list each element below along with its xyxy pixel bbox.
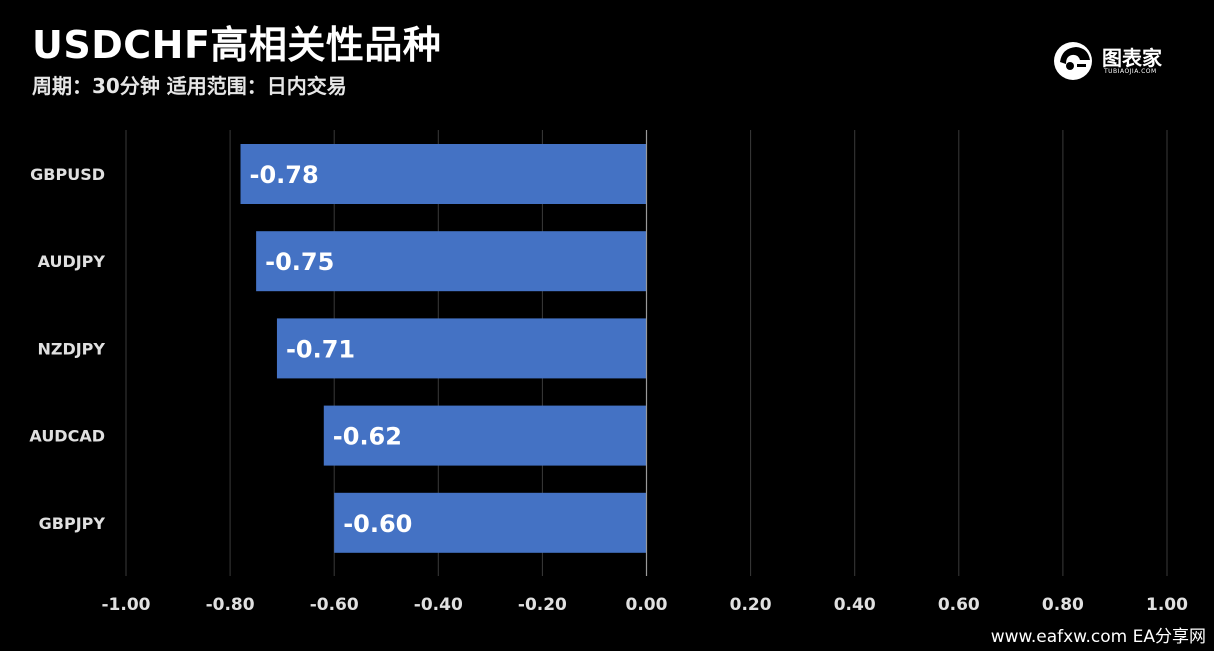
- robot-head-icon: [1054, 42, 1092, 80]
- brand-logo: 图表家 TUBIAOJIA.COM: [1050, 38, 1180, 84]
- category-label: AUDJPY: [38, 252, 106, 271]
- data-label: -0.78: [250, 161, 319, 189]
- x-tick-label: -1.00: [102, 595, 151, 615]
- axes: -1.00 -0.80 -0.60 -0.40 -0.20 0.00 0.20 0.40 0.6…: [29, 130, 1188, 615]
- data-label: -0.75: [265, 248, 334, 276]
- chart-title: USDCHF高相关性品种: [32, 23, 442, 67]
- category-label: AUDCAD: [29, 427, 105, 446]
- x-tick-label: -0.40: [414, 595, 463, 615]
- x-tick-label: 1.00: [1146, 595, 1188, 615]
- watermark: www.eafxw.com EA分享网: [990, 627, 1206, 647]
- chart-subtitle: 周期：30分钟 适用范围：日内交易: [32, 74, 347, 98]
- x-tick-label: 0.40: [834, 595, 876, 615]
- data-label: -0.71: [286, 335, 355, 363]
- x-tick-label: 0.60: [938, 595, 980, 615]
- category-label: GBPJPY: [39, 514, 106, 533]
- x-tick-label: -0.20: [518, 595, 567, 615]
- bar-gbpjpy: [334, 492, 647, 553]
- bar-nzdjpy: [276, 318, 647, 379]
- bar-gbpusd: [240, 144, 647, 204]
- x-tick-label: 0.80: [1042, 595, 1084, 615]
- bar-audcad: [323, 405, 647, 466]
- bars: -0.78 -0.75 -0.71 -0.62 -0.60: [240, 144, 647, 553]
- x-tick-label: -0.80: [206, 595, 255, 615]
- category-label: NZDJPY: [37, 339, 105, 358]
- bar-audjpy: [256, 231, 647, 292]
- x-tick-label: -0.60: [310, 595, 359, 615]
- x-tick-label: 0.00: [626, 595, 668, 615]
- logo-name: 图表家: [1102, 46, 1162, 70]
- data-label: -0.60: [343, 510, 412, 538]
- x-tick-label: 0.20: [730, 595, 772, 615]
- category-label: GBPUSD: [30, 165, 105, 184]
- data-label: -0.62: [333, 423, 402, 451]
- logo-subtext: TUBIAOJIA.COM: [1104, 68, 1157, 75]
